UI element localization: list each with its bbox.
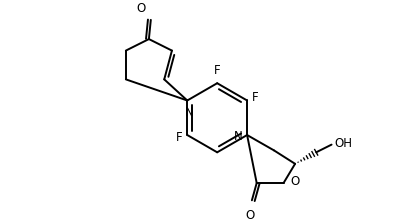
Text: OH: OH — [335, 137, 352, 150]
Text: F: F — [176, 131, 183, 144]
Text: O: O — [290, 174, 299, 187]
Text: O: O — [246, 209, 255, 222]
Text: F: F — [252, 91, 259, 104]
Text: F: F — [214, 65, 221, 78]
Text: N: N — [185, 106, 194, 119]
Text: O: O — [137, 2, 146, 15]
Text: N: N — [234, 130, 242, 143]
